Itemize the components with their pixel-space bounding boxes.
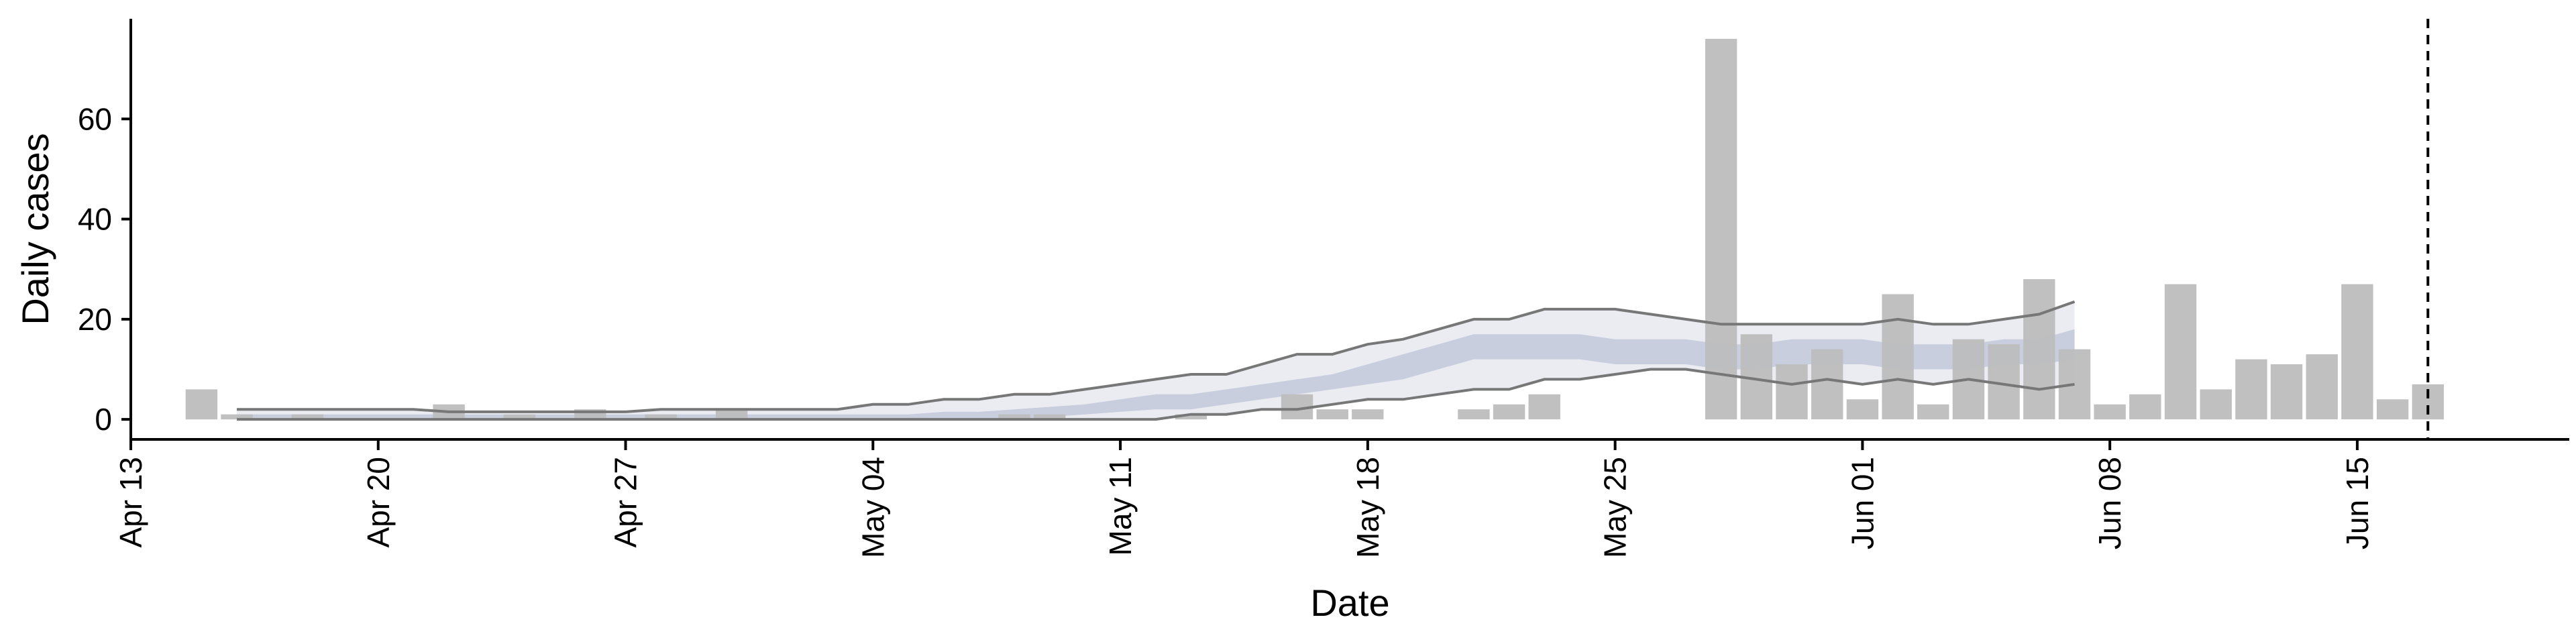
case-bar (185, 389, 218, 420)
case-bar (2270, 364, 2303, 420)
case-bar (1846, 399, 1879, 420)
y-tick-label: 0 (95, 402, 112, 437)
x-tick-label: May 11 (1103, 457, 1138, 555)
x-tick-label: May 04 (855, 457, 890, 558)
x-tick-label: May 18 (1350, 457, 1385, 558)
y-axis-title: Daily cases (14, 133, 56, 325)
x-axis-ticks: Apr 13 Apr 20 Apr 27 May 04 May 11 May 18 May … (113, 439, 2375, 558)
case-bar (221, 414, 253, 420)
x-tick-label: Jun 08 (2092, 457, 2127, 549)
axes (129, 19, 2569, 441)
upper-interval-line (237, 300, 2076, 413)
case-bar (1352, 409, 1384, 420)
x-tick-label: Apr 27 (608, 457, 643, 548)
y-tick-label: 20 (78, 302, 112, 337)
x-tick-label: Jun 01 (1845, 457, 1880, 549)
case-bar (291, 414, 324, 420)
case-bar (2129, 394, 2161, 420)
case-bar (2235, 359, 2267, 420)
case-bar (1493, 404, 1525, 420)
case-bar (998, 414, 1030, 420)
case-bar (2376, 399, 2409, 420)
case-bar (1316, 409, 1348, 420)
case-bar (2058, 349, 2091, 420)
x-axis-title: Date (1310, 582, 1389, 624)
case-bar (1175, 414, 1208, 420)
case-bar (1776, 364, 1808, 420)
y-axis-ticks: 0 20 40 60 (78, 101, 131, 437)
estimate-bands (237, 301, 2075, 420)
inner-interval-band (237, 329, 2075, 420)
case-bar (1917, 404, 1949, 420)
x-tick-label: Jun 15 (2340, 457, 2375, 549)
case-bar (1811, 349, 1843, 420)
lower-interval-line (237, 368, 2075, 421)
y-tick-label: 40 (78, 202, 112, 237)
case-bar (2341, 284, 2373, 420)
case-bar (1705, 38, 1737, 420)
case-bar (1034, 414, 1066, 420)
y-tick-label: 60 (78, 101, 112, 136)
case-bar (715, 409, 748, 420)
case-bar (1458, 409, 1490, 420)
case-bar (645, 414, 677, 420)
case-bar (2094, 404, 2126, 420)
case-bar (2023, 279, 2055, 420)
x-tick-label: May 25 (1598, 457, 1633, 558)
case-bar (2306, 354, 2338, 420)
x-tick-label: Apr 13 (113, 457, 148, 548)
case-bar (503, 414, 536, 420)
case-bar (2164, 284, 2197, 420)
x-tick-label: Apr 20 (361, 457, 396, 548)
case-bar (1882, 294, 1914, 420)
case-bar (2200, 389, 2232, 420)
outer-interval-band (237, 301, 2075, 420)
case-bar (1528, 394, 1560, 420)
estimate-interval-lines (237, 300, 2076, 421)
